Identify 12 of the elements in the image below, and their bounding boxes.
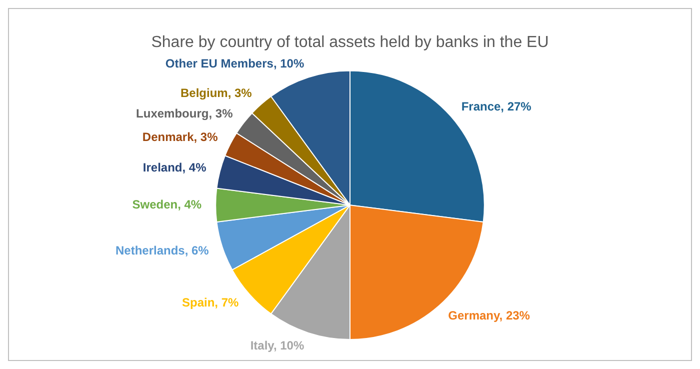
slice-label: Sweden, 4% — [132, 197, 202, 212]
chart-title: Share by country of total assets held by banks in the EU — [151, 34, 549, 52]
slice-label: Other EU Members, 10% — [165, 56, 304, 70]
slice-label: Netherlands, 6% — [115, 243, 210, 258]
slice-label: France, 27% — [461, 99, 532, 114]
slice-label: Spain, 7% — [182, 296, 240, 310]
slice-label: Italy, 10% — [250, 338, 304, 353]
slice-label: Ireland, 4% — [142, 160, 207, 175]
slice-label: Luxembourg, 3% — [136, 106, 234, 120]
slice-label: Germany, 23% — [448, 308, 530, 323]
slice-label: Denmark, 3% — [142, 130, 218, 144]
slice-label: Belgium, 3% — [180, 86, 252, 100]
